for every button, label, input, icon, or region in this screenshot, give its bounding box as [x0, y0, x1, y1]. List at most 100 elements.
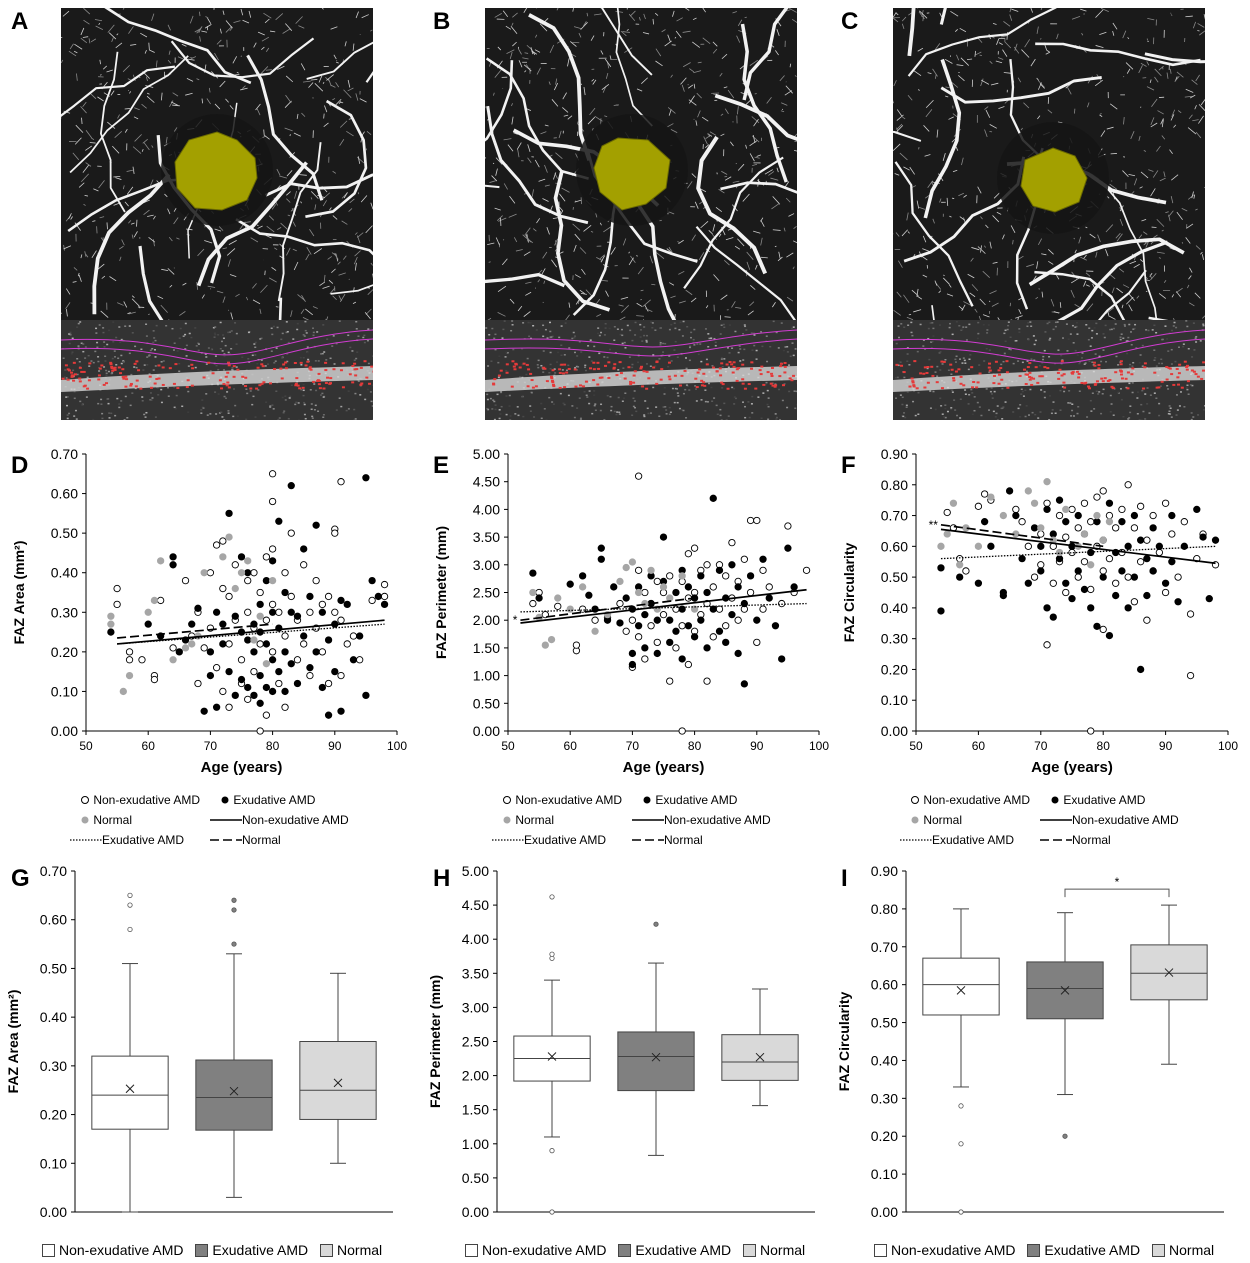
mean-marker: [1060, 985, 1070, 995]
scatter-legend-f: Non-exudative AMD Exudative AMD Normal N…: [900, 790, 1240, 850]
data-point: [541, 641, 549, 649]
outlier-point: [127, 926, 133, 933]
data-point: [672, 644, 680, 652]
legend-normal-line: [1040, 834, 1072, 848]
legend-exudative-line: [492, 834, 524, 848]
y-tick-label: 0.00: [40, 1204, 67, 1220]
data-point: [194, 679, 202, 688]
data-point: [1030, 524, 1039, 532]
data-point: [1099, 573, 1107, 581]
data-point: [1062, 505, 1070, 514]
data-point: [622, 594, 630, 602]
data-point: [125, 656, 134, 664]
data-point: [281, 648, 289, 656]
data-point: [1130, 524, 1139, 532]
data-point: [337, 671, 345, 680]
data-point: [331, 667, 339, 676]
data-point: [943, 508, 951, 517]
y-tick-label: 0.20: [51, 644, 78, 660]
data-point: [765, 583, 773, 591]
data-point: [219, 553, 227, 561]
data-point: [778, 599, 786, 608]
data-point: [1030, 499, 1039, 507]
legend-swatch-non-exudative: [465, 1243, 478, 1257]
y-tick-label: 0.90: [871, 863, 898, 879]
data-point: [1062, 518, 1070, 526]
data-point: [1093, 493, 1101, 501]
data-point: [256, 640, 264, 648]
y-tick-label: 4.50: [462, 897, 489, 913]
data-point: [641, 655, 649, 663]
data-point: [1105, 631, 1114, 640]
data-point: [1124, 481, 1132, 489]
data-point: [703, 644, 711, 652]
data-point: [225, 592, 233, 601]
data-point: [144, 620, 152, 628]
data-point: [987, 542, 995, 550]
data-point: [610, 583, 618, 591]
data-point: [722, 638, 730, 647]
x-tick-label: 70: [204, 739, 218, 753]
data-point: [1062, 588, 1070, 597]
data-point: [678, 622, 686, 630]
x-tick-label: 100: [809, 739, 829, 753]
data-point: [937, 607, 945, 615]
legend-non-exudative-label: Non-exudative AMD: [923, 793, 1031, 807]
legend-swatch-non-exudative: [42, 1243, 55, 1257]
data-point: [759, 555, 767, 563]
data-point: [591, 627, 599, 635]
data-point: [125, 648, 134, 656]
data-point: [244, 576, 252, 585]
data-point: [1174, 598, 1182, 606]
y-tick-label: 4.00: [462, 931, 489, 947]
data-point: [1118, 567, 1126, 575]
faz-region: [174, 131, 258, 211]
y-tick-label: 0.30: [881, 631, 908, 647]
scatter-chart-e: 0.00 0.50 1.00 1.50 2.00 2.50 3.00 3.50 4.00 4.50…: [433, 446, 829, 776]
data-point: [256, 588, 264, 597]
data-point: [1180, 542, 1188, 550]
legend-label-exudative: Exudative AMD: [635, 1242, 732, 1258]
data-point: [324, 679, 333, 688]
outlier-point: [231, 897, 237, 903]
y-tick-label: 0.20: [40, 1107, 67, 1123]
x-tick-label: 90: [750, 739, 764, 753]
legend-non-exudative-symbol: [502, 794, 512, 808]
data-point: [262, 553, 271, 561]
data-point: [616, 619, 624, 627]
legend-exudative-line-label: Exudative AMD: [524, 833, 607, 847]
data-point: [1143, 536, 1151, 544]
data-point: [759, 605, 767, 613]
data-point: [1099, 625, 1107, 634]
x-tick-label: 60: [972, 739, 986, 753]
data-point: [169, 561, 177, 569]
outlier-point: [127, 892, 133, 898]
scatter-legend-e: Non-exudative AMD Exudative AMD Normal N…: [492, 790, 852, 850]
segmentation-line: [893, 338, 1205, 364]
data-point: [244, 569, 252, 577]
data-point: [368, 576, 376, 585]
data-point: [554, 594, 562, 602]
data-point: [937, 564, 945, 572]
legend-exudative-label: Exudative AMD: [233, 793, 316, 807]
y-tick-label: 3.00: [462, 999, 489, 1015]
data-point: [1099, 487, 1107, 495]
legend-non-exudative-label: Non-exudative AMD: [515, 793, 623, 807]
data-point: [678, 655, 686, 663]
data-point: [194, 604, 202, 612]
data-point: [1168, 530, 1176, 538]
data-point: [300, 632, 308, 640]
data-point: [356, 656, 364, 664]
data-point: [1049, 613, 1057, 621]
y-tick-label: 0.60: [40, 912, 67, 928]
data-point: [107, 620, 115, 628]
data-point: [380, 600, 389, 609]
legend-label-normal: Normal: [1169, 1242, 1215, 1258]
x-tick-label: 50: [909, 739, 923, 753]
legend-non-exudative-label: Non-exudative AMD: [93, 793, 201, 807]
data-point: [653, 577, 661, 586]
data-point: [566, 580, 574, 588]
y-tick-label: 0.50: [51, 525, 78, 541]
y-tick-label: 0.70: [871, 939, 898, 955]
